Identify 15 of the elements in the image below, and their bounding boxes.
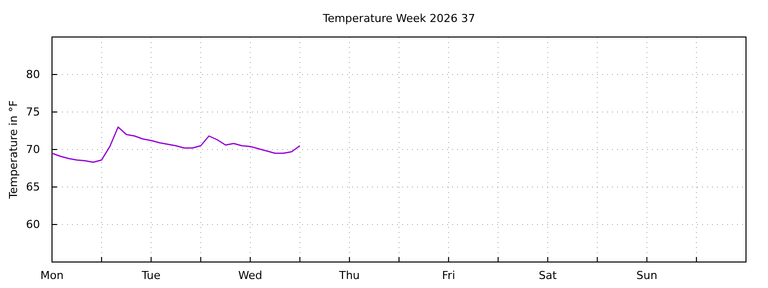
x-tick-label: Sun [636, 268, 658, 282]
y-axis-title: Temperature in °F [7, 100, 20, 200]
x-tick-label: Tue [140, 268, 161, 282]
y-tick-label: 80 [26, 68, 40, 82]
y-tick-label: 60 [26, 218, 40, 232]
x-tick-label: Sat [538, 268, 558, 282]
line-series [51, 126, 300, 163]
y-tick-label: 70 [26, 143, 40, 156]
y-tick-label: 75 [26, 106, 40, 119]
x-tick-label: Thu [338, 268, 360, 282]
y-tick-label: 65 [26, 180, 40, 194]
x-tick-label: Mon [40, 268, 64, 282]
x-tick-label: Fri [442, 268, 456, 282]
x-tick-label: Wed [238, 268, 262, 282]
chart-title: Temperature Week 2026 37 [322, 12, 476, 25]
